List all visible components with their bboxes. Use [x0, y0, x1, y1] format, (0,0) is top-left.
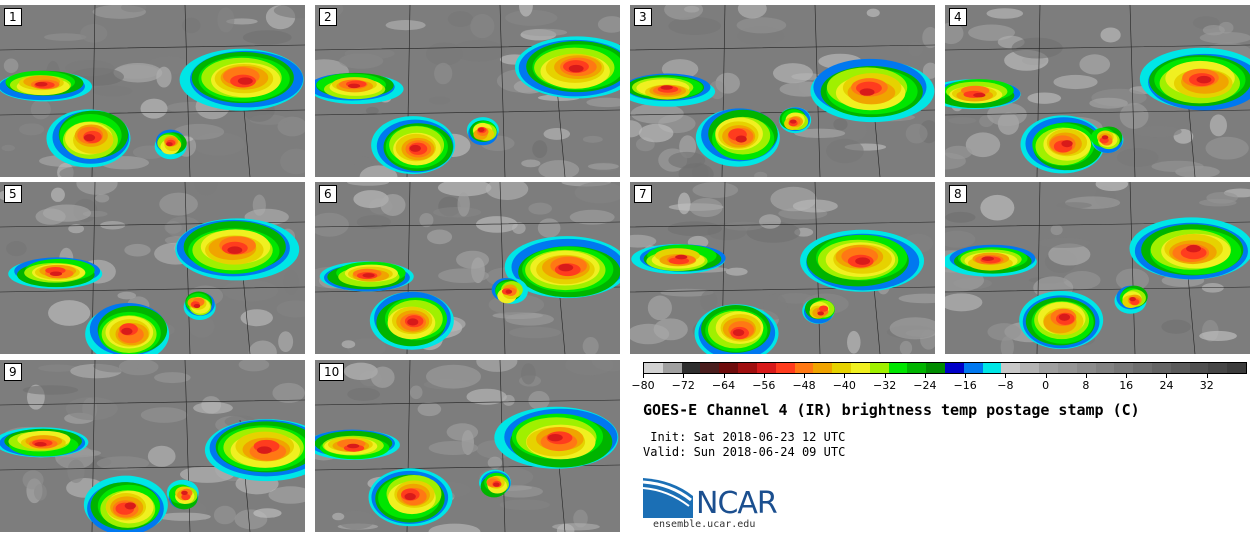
- colorbar-tick-label: −8: [997, 379, 1014, 392]
- colorbar-tick: [643, 374, 644, 378]
- panel-9: 9: [0, 360, 305, 532]
- panel-label: 6: [319, 185, 337, 203]
- colorbar-tick-label: −48: [792, 379, 816, 392]
- colorbar-swatch: [1133, 363, 1152, 373]
- colorbar-tick: [1005, 374, 1007, 378]
- plot-title: GOES-E Channel 4 (IR) brightness temp po…: [643, 401, 1140, 419]
- colorbar-swatch: [775, 363, 795, 373]
- colorbar-tick: [723, 374, 725, 378]
- colorbar-swatch: [1170, 363, 1190, 373]
- colorbar-tick-label: −32: [872, 379, 897, 392]
- colorbar-tick: [1085, 374, 1087, 378]
- panel-8: 8: [945, 182, 1250, 354]
- colorbar-swatch: [1151, 363, 1171, 373]
- colorbar-tick-label: −16: [953, 379, 977, 392]
- panel-label: 4: [949, 8, 967, 26]
- colorbar-swatch: [662, 363, 682, 373]
- panel-3: 3: [630, 5, 935, 177]
- panel-1: 1: [0, 5, 305, 177]
- panel-10: 10: [315, 360, 620, 532]
- colorbar-swatch: [813, 363, 833, 373]
- panel-label: 8: [949, 185, 967, 203]
- colorbar-tick-label: −80: [631, 379, 655, 392]
- colorbar-swatch: [888, 363, 908, 373]
- panel-label: 5: [4, 185, 22, 203]
- ncar-logo-icon: [643, 478, 693, 518]
- colorbar-swatch: [1057, 363, 1077, 373]
- panel-4: 4: [945, 5, 1250, 177]
- panel-5: 5: [0, 182, 305, 354]
- colorbar-swatch: [644, 363, 663, 373]
- panel-label: 9: [4, 363, 22, 381]
- website-url[interactable]: ensemble.ucar.edu: [653, 519, 756, 530]
- colorbar-tick-label: 0: [1042, 379, 1050, 392]
- colorbar-swatch: [926, 363, 945, 373]
- colorbar-ticks: −80 −72 −64 −56 −48 −40 −32 −24 −16 −8 0 8 16 24 32: [631, 374, 1247, 396]
- colorbar-swatch: [832, 363, 851, 373]
- panel-label: 7: [634, 185, 652, 203]
- colorbar-tick: [924, 374, 926, 378]
- colorbar-swatch: [738, 363, 757, 373]
- colorbar-swatch: [1039, 363, 1058, 373]
- colorbar-swatch: [1227, 363, 1246, 373]
- colorbar-tick: [763, 374, 765, 378]
- colorbar-swatch: [756, 363, 776, 373]
- colorbar-swatch: [982, 363, 1002, 373]
- valid-time: Valid: Sun 2018-06-24 09 UTC: [643, 445, 846, 459]
- colorbar-tick-label: 24: [1159, 379, 1174, 392]
- colorbar-swatch: [1189, 363, 1209, 373]
- colorbar-swatch: [963, 363, 983, 373]
- colorbar-swatch: [719, 363, 739, 373]
- colorbar-swatch: [681, 363, 701, 373]
- colorbar-tick: [1206, 374, 1208, 378]
- colorbar: [643, 362, 1247, 374]
- colorbar-tick: [844, 374, 846, 378]
- colorbar-tick-label: 8: [1082, 379, 1090, 392]
- colorbar-tick-label: −40: [832, 379, 856, 392]
- panel-2: 2: [315, 5, 620, 177]
- panel-label: 10: [319, 363, 345, 381]
- colorbar-tick: [804, 374, 806, 378]
- colorbar-swatch: [945, 363, 964, 373]
- init-time: Init: Sat 2018-06-23 12 UTC: [643, 430, 846, 444]
- panel-6: 6: [315, 182, 620, 354]
- panel-7: 7: [630, 182, 935, 354]
- colorbar-swatch: [1208, 363, 1228, 373]
- colorbar-tick: [884, 374, 886, 378]
- colorbar-swatch: [794, 363, 814, 373]
- colorbar-swatch: [1114, 363, 1134, 373]
- colorbar-tick: [1045, 374, 1047, 378]
- colorbar-swatch: [907, 363, 927, 373]
- colorbar-tick-label: −72: [671, 379, 695, 392]
- colorbar-tick-label: 32: [1199, 379, 1214, 392]
- colorbar-tick-label: 16: [1119, 379, 1134, 392]
- ncar-logo-text: NCAR: [696, 486, 778, 521]
- colorbar-swatch: [700, 363, 720, 373]
- colorbar-swatch: [1020, 363, 1040, 373]
- colorbar-swatch: [1095, 363, 1115, 373]
- colorbar-tick-label: −56: [752, 379, 776, 392]
- colorbar-tick: [1126, 374, 1128, 378]
- colorbar-swatch: [1001, 363, 1021, 373]
- colorbar-swatch: [1076, 363, 1096, 373]
- colorbar-tick-label: −24: [913, 379, 937, 392]
- panel-label: 1: [4, 8, 22, 26]
- colorbar-tick: [1166, 374, 1168, 378]
- panel-label: 2: [319, 8, 337, 26]
- colorbar-tick: [683, 374, 685, 378]
- colorbar-tick-label: −64: [711, 379, 736, 392]
- colorbar-tick: [965, 374, 967, 378]
- panel-label: 3: [634, 8, 652, 26]
- colorbar-swatch: [850, 363, 870, 373]
- colorbar-swatch: [869, 363, 889, 373]
